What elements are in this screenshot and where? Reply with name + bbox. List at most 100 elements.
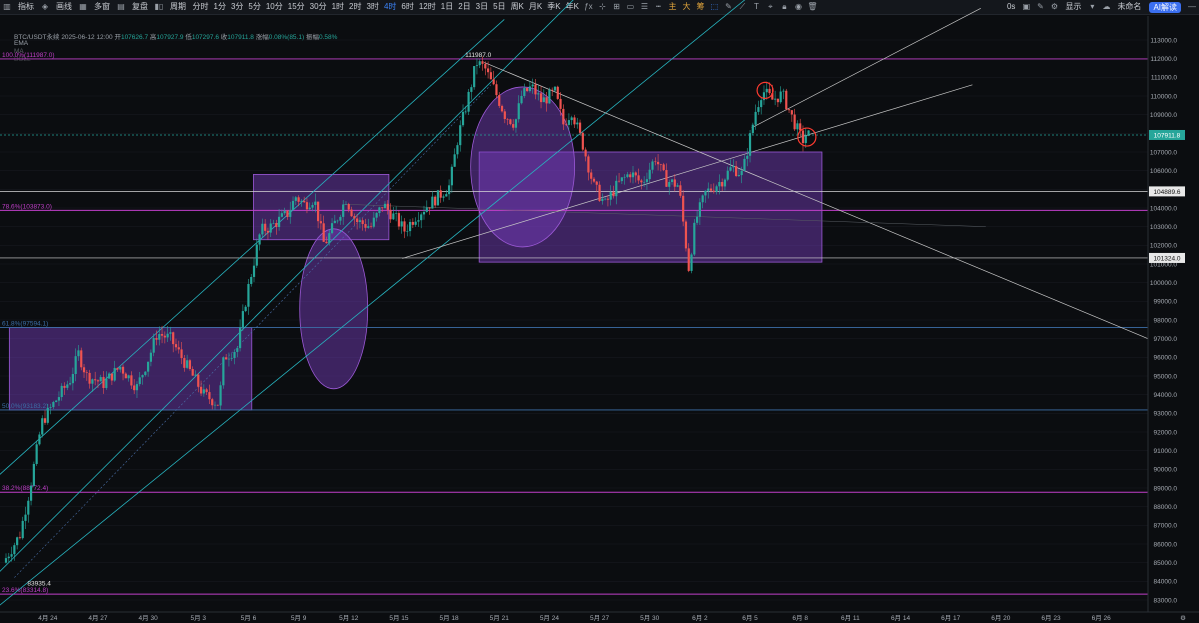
candle-body (601, 198, 604, 202)
candle-body (277, 216, 281, 227)
candle-body (135, 384, 139, 391)
menu-icon[interactable]: ☰ (640, 2, 649, 11)
candle-type-icon[interactable]: ▮▯ (154, 2, 164, 11)
candle-body (16, 537, 19, 546)
candle-body (63, 385, 66, 388)
interval-3[interactable]: 5分 (248, 2, 261, 11)
candle-body (353, 216, 356, 219)
toolbar-icon-3[interactable]: ▤ (117, 2, 125, 11)
candle-body (94, 379, 97, 381)
toolbar-button-1[interactable]: 画线 (56, 2, 72, 11)
candle-body (46, 407, 49, 423)
colored-tool-0[interactable]: 主 (668, 2, 677, 11)
candle-body (565, 124, 568, 125)
candle-body (400, 221, 403, 227)
interval-2[interactable]: 3分 (230, 2, 244, 11)
fx-icon[interactable]: ƒx (584, 2, 593, 11)
toolbar-button-2[interactable]: 多窗 (94, 2, 110, 11)
ruler-icon[interactable]: ⟋ (739, 2, 746, 11)
interval-14[interactable]: 2日 (458, 2, 471, 11)
indicator-ma[interactable]: MA (14, 48, 24, 55)
level-tag-bg-0 (1149, 186, 1185, 197)
candle-body (590, 172, 593, 179)
candle-body (668, 182, 671, 187)
chevron-down-icon[interactable]: ▾ (1090, 2, 1095, 11)
interval-16[interactable]: 5日 (493, 2, 506, 11)
indicator-ema[interactable]: EMA (14, 40, 29, 47)
cursor-icon[interactable]: ⬚ (710, 2, 719, 11)
screenshot-icon[interactable]: ▣ (1022, 2, 1031, 11)
pencil-icon[interactable]: ✎ (725, 2, 732, 11)
y-tick-label: 100000.0 (1150, 280, 1177, 287)
candle-body (648, 169, 651, 180)
candle-body (659, 164, 662, 165)
interval-8[interactable]: 2时 (349, 2, 362, 11)
interval-7[interactable]: 1时 (331, 2, 345, 11)
x-tick-label: 6月 2 (692, 614, 708, 622)
interval-18[interactable]: 月K (528, 2, 543, 11)
candle-body (598, 184, 601, 202)
candle-body (403, 221, 406, 232)
candle-body (10, 554, 13, 557)
ai-analysis-button[interactable]: AI解读 (1149, 1, 1181, 13)
candle-body (152, 338, 155, 353)
candle-body (241, 311, 244, 328)
interval-0[interactable]: 分时 (192, 2, 209, 11)
interval-15[interactable]: 3日 (475, 2, 489, 11)
candle-body (57, 397, 61, 401)
interval-20[interactable]: 年K (565, 2, 579, 11)
pen-line-icon[interactable]: ┅ (656, 2, 661, 11)
text-icon[interactable]: T (753, 2, 759, 11)
candle-body (420, 214, 423, 221)
toolbar-button-0[interactable]: 指标 (18, 2, 34, 11)
candle-body (27, 500, 30, 515)
toolbar-button-3[interactable]: 复盘 (132, 2, 148, 11)
interval-1[interactable]: 1分 (213, 2, 226, 11)
candle-body (244, 306, 247, 312)
candle-body (765, 88, 768, 93)
y-tick-label: 111000.0 (1151, 75, 1178, 82)
candle-body (707, 188, 710, 191)
cloud-icon[interactable]: ☁ (1102, 2, 1111, 11)
candle-body (55, 400, 58, 403)
eye-icon[interactable]: ◉ (794, 2, 802, 11)
layout-icon[interactable]: ⊞ (613, 2, 620, 11)
candle-body (804, 135, 807, 144)
interval-17[interactable]: 周K (510, 2, 524, 11)
display-menu[interactable]: 显示 (1065, 2, 1082, 11)
interval-12[interactable]: 12时 (418, 2, 436, 11)
trash-icon[interactable]: 🗑︎ (807, 2, 818, 11)
interval-10[interactable]: 4时 (383, 2, 397, 11)
interval-19[interactable]: 季K (547, 2, 561, 11)
interval-5[interactable]: 15分 (287, 2, 305, 11)
minimize-icon[interactable]: — (1188, 2, 1196, 11)
interval-4[interactable]: 10分 (265, 2, 283, 11)
candle-body (570, 117, 573, 121)
candle-body (695, 216, 699, 223)
rect-icon[interactable]: ▭ (626, 2, 635, 11)
level-tag-0: 104889.6 (1153, 189, 1180, 196)
toolbar-icon-1[interactable]: ◈ (41, 2, 49, 11)
settings-icon[interactable]: ⚙ (1050, 2, 1059, 11)
indicator-boll[interactable]: BOLL (14, 56, 31, 63)
candle-body (467, 91, 470, 112)
interval-9[interactable]: 3时 (366, 2, 379, 11)
candle-body (512, 124, 515, 128)
interval-11[interactable]: 6时 (401, 2, 414, 11)
lock-icon[interactable]: 🔒︎ (782, 2, 787, 11)
edit-icon[interactable]: ✎ (1037, 2, 1044, 11)
toolbar-icon-0[interactable]: ▥ (3, 2, 11, 11)
interval-13[interactable]: 1日 (440, 2, 454, 11)
period-button[interactable]: 周期 (170, 2, 186, 11)
colored-tool-1[interactable]: 大 (682, 2, 691, 11)
toolbar-icon-2[interactable]: ▦ (79, 2, 87, 11)
crosshair-icon[interactable]: ⊹ (599, 2, 606, 11)
colored-tool-2[interactable]: 筹 (696, 2, 705, 11)
candle-body (517, 103, 520, 120)
magnet-icon[interactable]: ⌖ (768, 2, 773, 11)
candle-body (29, 485, 33, 501)
interval-6[interactable]: 30分 (309, 2, 327, 11)
x-tick-label: 6月 17 (941, 614, 961, 622)
layout-name[interactable]: 未命名 (1117, 2, 1142, 11)
